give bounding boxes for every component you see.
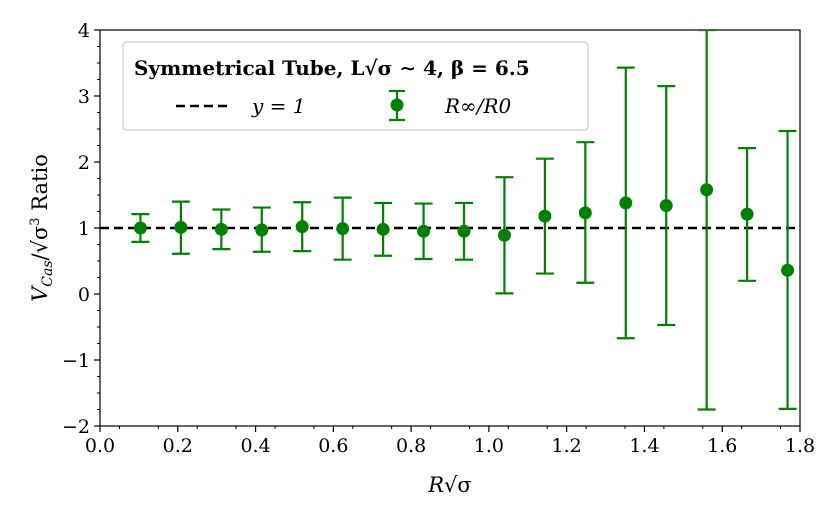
legend-label-series: R∞/R0 — [444, 94, 512, 118]
y-axis-label: VCas/√σ3 Ratio — [28, 154, 56, 302]
data-point — [700, 183, 714, 197]
data-point-group — [738, 147, 757, 282]
x-tick-label: 0.6 — [318, 435, 348, 457]
x-tick-label: 1.2 — [552, 435, 582, 457]
data-point-group — [374, 201, 393, 257]
data-point-group — [171, 200, 190, 255]
data-point — [457, 224, 471, 238]
data-point — [295, 220, 309, 234]
x-tick-label: 1.4 — [629, 435, 659, 457]
data-point-group — [778, 129, 797, 410]
x-tick-label: 0.0 — [85, 435, 115, 457]
legend-label-reference-line: y = 1 — [251, 94, 306, 118]
x-tick-label: 1.8 — [785, 435, 815, 457]
data-point — [538, 209, 552, 223]
legend-title: Symmetrical Tube, L√σ ∼ 4, β = 6.5 — [134, 56, 530, 80]
data-point-group — [293, 201, 312, 253]
y-tick-label: −1 — [62, 350, 90, 372]
x-tick-label: 1.0 — [474, 435, 504, 457]
data-point — [376, 222, 390, 236]
data-point — [336, 222, 350, 236]
y-axis-ticks: −2 −1 0 1 2 3 4 — [62, 20, 100, 438]
y-tick-label: 2 — [78, 152, 90, 174]
data-point-group — [252, 206, 271, 253]
x-tick-label: 0.4 — [240, 435, 270, 457]
data-point — [255, 223, 269, 237]
data-point-group — [697, 30, 716, 411]
data-point-group — [576, 141, 595, 284]
data-point-group — [657, 84, 676, 327]
data-point — [174, 220, 188, 234]
data-point — [497, 228, 511, 242]
y-tick-label: 3 — [78, 86, 90, 108]
y-tick-label: −2 — [62, 416, 90, 438]
data-point-group — [495, 176, 514, 295]
y-tick-label: 4 — [78, 20, 90, 42]
x-axis-ticks: 0.0 0.2 0.4 0.6 0.8 1.0 1.2 1.4 1.6 1.8 — [85, 426, 815, 457]
y-tick-label: 1 — [78, 218, 90, 240]
data-point — [578, 206, 592, 220]
legend-box — [122, 41, 589, 131]
data-point — [659, 199, 673, 213]
x-axis-label: R√σ — [427, 473, 472, 497]
data-point-group — [535, 157, 554, 275]
data-point-group — [455, 201, 473, 261]
data-point — [214, 222, 228, 236]
data-point-group — [212, 208, 231, 251]
data-point-group — [131, 213, 150, 243]
data-point-group — [616, 66, 635, 340]
legend-errorbar-swatch — [389, 89, 405, 122]
data-point — [417, 224, 431, 238]
data-point-group — [333, 196, 352, 261]
data-point — [740, 207, 754, 221]
series-layer — [131, 30, 797, 411]
data-point — [133, 221, 147, 235]
data-point — [619, 196, 633, 210]
x-tick-label: 0.2 — [163, 435, 193, 457]
legend: Symmetrical Tube, L√σ ∼ 4, β = 6.5 y = 1… — [122, 41, 589, 131]
x-tick-label: 0.8 — [396, 435, 426, 457]
data-point-group — [414, 202, 433, 261]
data-point — [781, 263, 795, 277]
y-tick-label: 0 — [78, 284, 90, 306]
x-tick-label: 1.6 — [707, 435, 737, 457]
